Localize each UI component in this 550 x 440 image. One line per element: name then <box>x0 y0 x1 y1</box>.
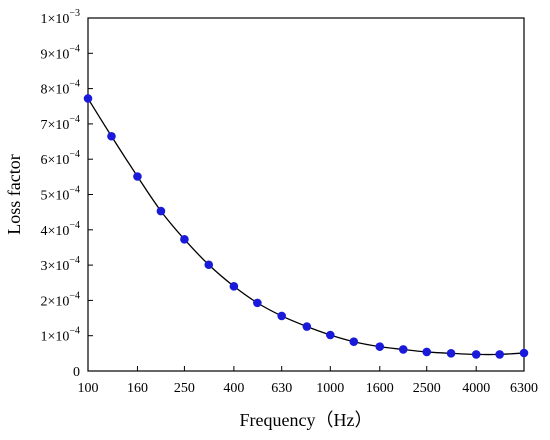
x-tick-label: 100 <box>78 381 99 396</box>
data-point <box>495 350 504 359</box>
data-point <box>277 311 286 321</box>
data-point <box>422 347 432 357</box>
y-tick-exponent: −4 <box>69 326 80 337</box>
y-tick-label: 8×10−4 <box>40 79 80 98</box>
y-tick-label: 7×10−4 <box>40 114 80 133</box>
y-tick-label: 4×10−4 <box>40 220 80 239</box>
y-tick-exponent: −4 <box>69 79 80 90</box>
data-point <box>375 342 385 351</box>
plot-area <box>83 17 529 372</box>
y-tick-exponent: −4 <box>69 220 80 231</box>
x-tick-label: 6300 <box>510 381 538 396</box>
x-tick-label: 250 <box>174 381 195 396</box>
y-tick-mantissa: 6×10 <box>40 153 69 168</box>
y-tick-label: 5×10−4 <box>40 185 80 204</box>
x-tick-label: 4000 <box>462 381 490 396</box>
y-tick-label: 3×10−4 <box>40 255 80 274</box>
y-tick-exponent: −4 <box>69 290 80 301</box>
x-tick-label: 400 <box>223 381 244 396</box>
data-point <box>519 348 529 358</box>
x-axis: 100 160 250 400 630 1000 1600 2500 4000 6300 <box>78 366 538 396</box>
y-tick-mantissa: 5×10 <box>40 189 69 204</box>
y-tick-exponent: −3 <box>69 8 80 19</box>
data-point <box>446 349 456 358</box>
x-tick-label: 2500 <box>413 381 441 396</box>
data-point <box>302 322 312 331</box>
y-tick-mantissa: 3×10 <box>40 259 69 274</box>
data-point <box>471 350 481 359</box>
data-point <box>204 260 214 270</box>
y-tick-exponent: −4 <box>69 43 80 54</box>
x-tick-label: 1600 <box>366 381 394 396</box>
series-line <box>87 98 525 356</box>
data-point <box>133 172 142 181</box>
plot-frame <box>87 17 525 372</box>
y-tick-mantissa: 8×10 <box>40 83 69 98</box>
data-point <box>253 298 262 308</box>
data-point <box>83 94 93 103</box>
x-axis-title: Frequency（Hz） <box>240 410 373 430</box>
data-point <box>326 330 335 340</box>
y-tick-label: 6×10−4 <box>40 149 80 168</box>
y-tick-exponent: −4 <box>69 114 80 125</box>
data-point <box>180 235 189 244</box>
y-tick-mantissa: 1×10 <box>40 330 69 345</box>
y-tick-mantissa: 2×10 <box>40 294 69 309</box>
y-tick-exponent: −4 <box>69 185 80 196</box>
data-point <box>229 281 239 291</box>
y-tick-mantissa: 4×10 <box>40 224 69 239</box>
y-tick-label: 1×10−4 <box>40 326 80 345</box>
data-point <box>398 345 408 354</box>
y-tick-label: 9×10−4 <box>40 43 80 62</box>
y-axis: 01×10−42×10−43×10−44×10−45×10−46×10−47×1… <box>40 8 93 380</box>
data-point <box>107 131 116 141</box>
y-tick-mantissa: 0 <box>73 365 80 380</box>
y-tick-mantissa: 9×10 <box>40 47 69 62</box>
y-tick-mantissa: 7×10 <box>40 118 69 133</box>
data-point <box>156 206 166 216</box>
y-axis-title: Loss factor <box>4 154 24 234</box>
x-tick-label: 160 <box>127 381 148 396</box>
x-tick-label: 630 <box>271 381 292 396</box>
y-tick-label: 1×10−3 <box>40 8 80 27</box>
y-tick-exponent: −4 <box>69 255 80 266</box>
y-tick-exponent: −4 <box>69 149 80 160</box>
y-tick-label: 0 <box>73 365 80 380</box>
data-point <box>349 337 359 347</box>
y-tick-label: 2×10−4 <box>40 290 80 309</box>
y-tick-mantissa: 1×10 <box>40 12 69 27</box>
x-tick-label: 1000 <box>316 381 344 396</box>
